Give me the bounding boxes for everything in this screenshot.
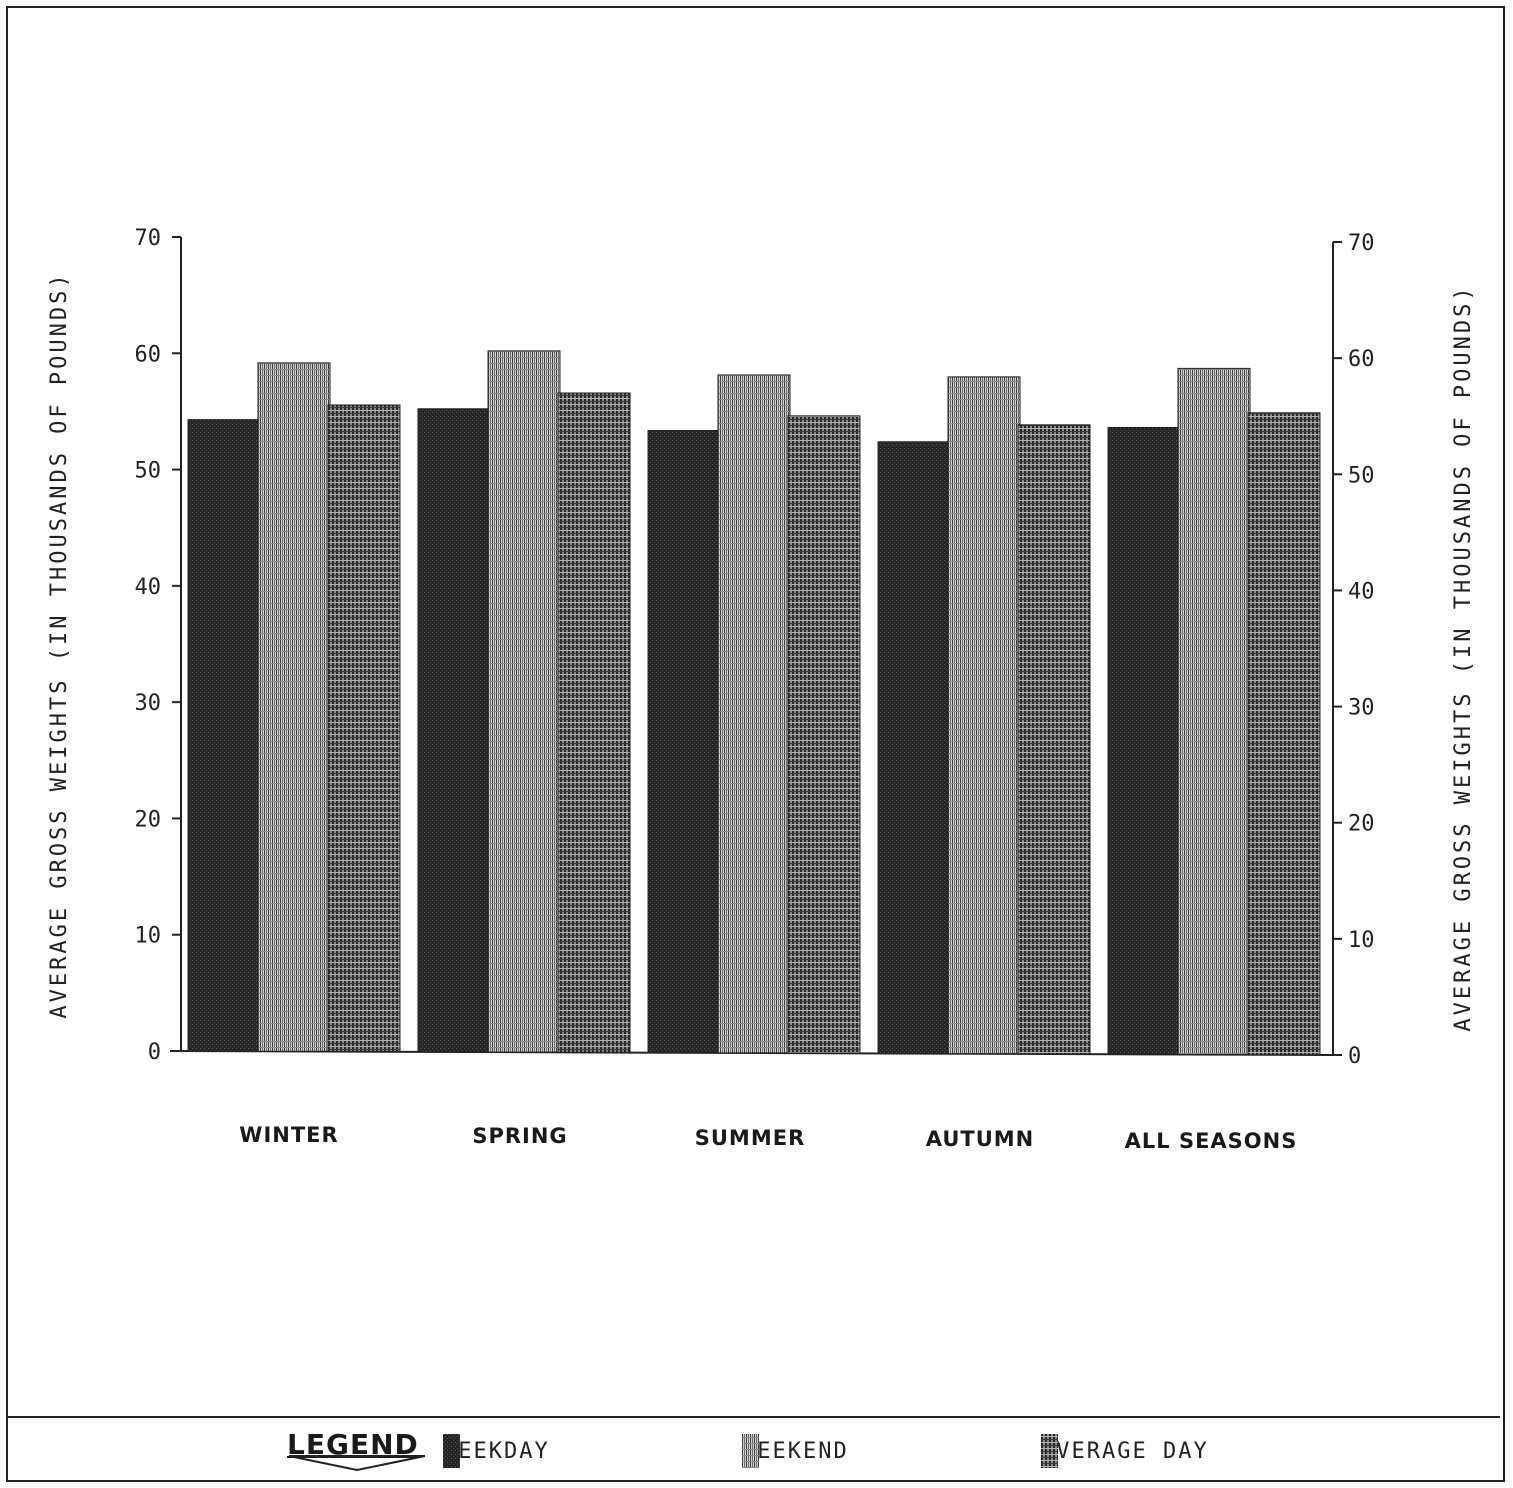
bar-average-day-spring xyxy=(557,392,631,1053)
category-label-all-seasons: ALL SEASONS xyxy=(1125,1129,1298,1153)
category-label-summer: SUMMER xyxy=(695,1126,806,1150)
left-axis-title: AVERAGE GROSS WEIGHTS (IN THOUSANDS OF P… xyxy=(47,271,72,1018)
left-tick-label: 70 xyxy=(135,226,162,251)
legend-label-weekend: WEEKEND xyxy=(742,1438,849,1464)
right-tick-label: 10 xyxy=(1348,928,1375,953)
legend-swatch-weekday xyxy=(443,1434,460,1468)
bar-average-day-all-seasons xyxy=(1247,412,1321,1056)
bar-weekday-summer xyxy=(647,429,721,1054)
bar-series-group xyxy=(187,350,1321,1056)
bar-average-day-winter xyxy=(327,404,401,1053)
category-labels: WINTER SPRING SUMMER AUTUMN ALL SEASONS xyxy=(239,1123,1298,1153)
left-axis-ticks: 0 10 20 30 40 50 60 70 xyxy=(135,226,181,1065)
right-tick-label: 30 xyxy=(1348,696,1375,721)
bar-average-day-autumn xyxy=(1017,424,1091,1055)
left-tick-label: 50 xyxy=(135,459,162,484)
legend: LEGEND WEEKDAY WEEKEND AVERAGE DAY xyxy=(0,1420,1513,1480)
legend-item-weekday: WEEKDAY xyxy=(443,1434,550,1468)
category-label-spring: SPRING xyxy=(472,1124,567,1148)
legend-arrow-icon xyxy=(288,1455,426,1472)
legend-item-average-day: AVERAGE DAY xyxy=(1041,1434,1209,1468)
category-label-winter: WINTER xyxy=(239,1123,338,1147)
left-tick-label: 30 xyxy=(135,691,162,716)
left-tick-label: 60 xyxy=(135,342,162,367)
bar-weekday-all-seasons xyxy=(1107,426,1181,1055)
bar-weekday-spring xyxy=(417,408,491,1053)
bar-weekday-autumn xyxy=(877,441,951,1054)
bar-weekend-spring xyxy=(487,350,561,1053)
right-axis-ticks: 0 10 20 30 40 50 60 70 xyxy=(1333,231,1375,1069)
legend-label-weekday: WEEKDAY xyxy=(443,1438,550,1464)
bar-weekday-winter xyxy=(187,419,261,1052)
right-tick-label: 0 xyxy=(1348,1044,1361,1069)
left-tick-label: 0 xyxy=(148,1040,161,1065)
legend-swatch-weekend xyxy=(742,1434,759,1468)
bar-weekend-summer xyxy=(717,374,791,1054)
right-tick-label: 50 xyxy=(1348,463,1375,488)
right-tick-label: 20 xyxy=(1348,812,1375,837)
right-tick-label: 70 xyxy=(1348,231,1375,256)
left-tick-label: 20 xyxy=(135,807,162,832)
chart-frame xyxy=(6,6,1505,1482)
right-axis-title: AVERAGE GROSS WEIGHTS (IN THOUSANDS OF P… xyxy=(1451,284,1476,1031)
category-label-autumn: AUTUMN xyxy=(926,1127,1035,1151)
bar-weekend-all-seasons xyxy=(1177,367,1251,1055)
right-tick-label: 40 xyxy=(1348,579,1375,604)
left-tick-label: 40 xyxy=(135,575,162,600)
legend-item-weekend: WEEKEND xyxy=(742,1434,849,1468)
bar-weekend-winter xyxy=(257,362,331,1052)
bar-average-day-summer xyxy=(787,415,861,1054)
legend-label-average-day: AVERAGE DAY xyxy=(1041,1438,1209,1464)
left-tick-label: 10 xyxy=(135,924,162,949)
legend-swatch-average-day xyxy=(1041,1434,1058,1468)
bar-chart: 0 10 20 30 40 50 60 70 0 10 20 30 40 50 60 70 WINTER SP… xyxy=(47,226,1476,1153)
right-tick-label: 60 xyxy=(1348,347,1375,372)
legend-divider xyxy=(6,1416,1500,1418)
bar-weekend-autumn xyxy=(947,376,1021,1055)
